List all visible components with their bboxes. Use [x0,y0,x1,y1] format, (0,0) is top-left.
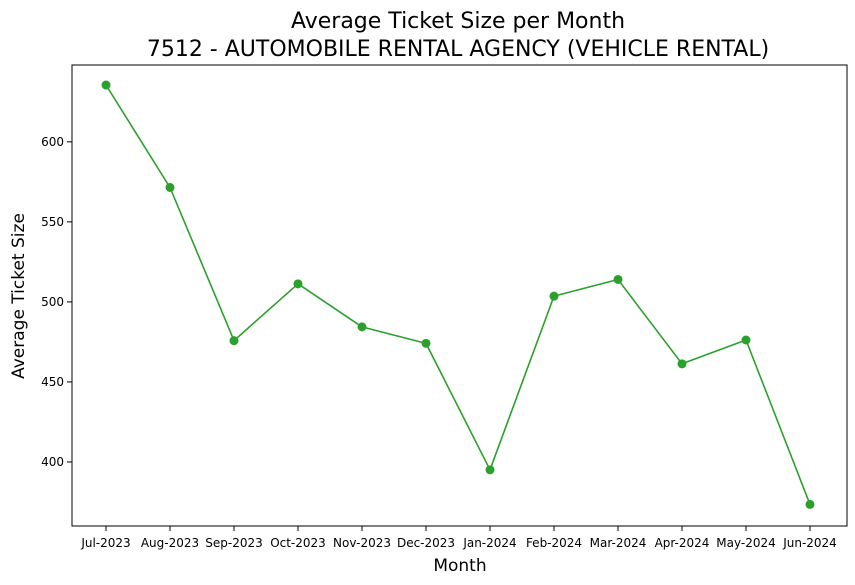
data-point [741,335,751,345]
data-point [677,359,687,369]
data-point [293,279,303,289]
data-point [549,291,559,301]
y-tick-label: 450 [41,375,64,389]
data-point [357,322,367,332]
x-tick-label: Jun-2024 [782,536,837,550]
x-tick-label: Aug-2023 [141,536,199,550]
plot-frame [71,64,848,527]
chart-title: Average Ticket Size per Month [291,9,625,34]
y-tick-label: 600 [41,135,64,149]
data-point [485,465,495,475]
x-tick-label: Apr-2024 [655,536,710,550]
x-tick-label: Oct-2023 [270,536,326,550]
y-axis: 400 450 500 550 600 [41,135,72,469]
x-tick-label: Jul-2023 [80,536,130,550]
y-axis-label: Average Ticket Size [9,213,29,379]
x-tick-label: Nov-2023 [333,536,391,550]
data-point [229,336,239,346]
x-tick-label: Jan-2024 [462,536,516,550]
y-tick-label: 500 [41,295,64,309]
x-tick-label: Feb-2024 [526,536,582,550]
data-point [165,182,175,192]
data-point [101,80,111,90]
y-tick-label: 550 [41,215,64,229]
series-layer [101,80,815,509]
x-axis: Jul-2023 Aug-2023 Sep-2023 Oct-2023 Nov-2023… [80,526,837,550]
x-axis-label: Month [433,556,486,576]
x-tick-label: Dec-2023 [397,536,455,550]
x-tick-label: Mar-2024 [590,536,647,550]
x-tick-label: Sep-2023 [205,536,263,550]
data-point [613,274,623,284]
chart-subtitle: 7512 - AUTOMOBILE RENTAL AGENCY (VEHICLE… [147,37,769,62]
series-line [105,84,811,505]
data-point [805,499,815,509]
y-tick-label: 400 [41,455,64,469]
data-point [421,338,431,348]
x-tick-label: May-2024 [716,536,775,550]
